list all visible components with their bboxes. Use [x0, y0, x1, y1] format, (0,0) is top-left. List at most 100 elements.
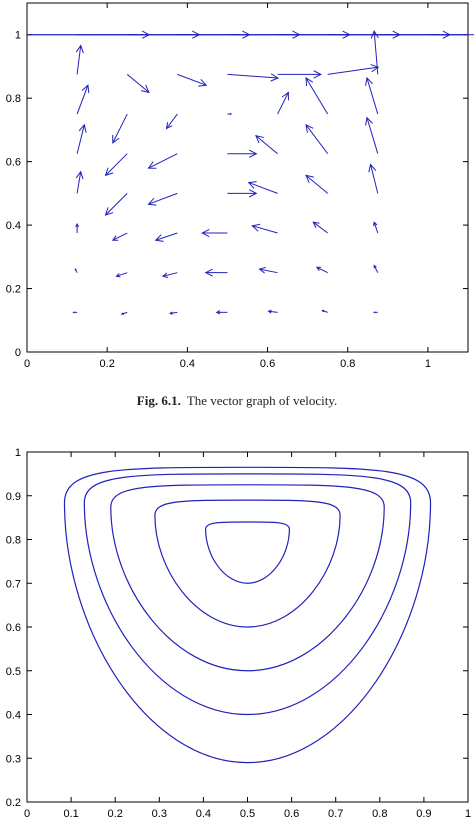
velocity-arrow-shaft — [126, 74, 150, 93]
velocity-arrow-shaft — [268, 310, 278, 313]
y-tick-label: 0.8 — [6, 535, 21, 547]
y-tick-label: 0.3 — [6, 753, 21, 765]
streamline-contour — [205, 521, 290, 584]
velocity-arrow-shaft — [112, 113, 128, 144]
velocity-arrow-head — [111, 235, 119, 241]
x-tick-label: 0.6 — [260, 358, 275, 370]
velocity-chart-axes: 0 0.2 0.4 0.6 0.8 1 0 0.2 0.4 0.6 0.8 1 — [6, 2, 469, 370]
velocity-arrow-head — [229, 113, 233, 116]
streamline-contour — [110, 484, 385, 672]
x-tick-label: 0.4 — [196, 808, 211, 820]
velocity-arrow-shaft — [170, 311, 178, 314]
velocity-arrow-head — [215, 310, 221, 315]
velocity-arrow-head — [373, 264, 377, 269]
velocity-arrow-head — [75, 222, 79, 228]
velocity-arrow-shaft — [162, 272, 178, 277]
figure-caption-label: Fig. 6.1. — [136, 393, 181, 408]
velocity-arrow-shaft — [305, 77, 329, 115]
streamline-contour — [154, 499, 341, 628]
x-tick-label: 0.2 — [100, 358, 115, 370]
velocity-arrow-head — [281, 91, 289, 101]
velocity-arrow-shaft — [255, 135, 278, 155]
velocity-arrow-head — [104, 207, 114, 216]
y-tick-label: 1 — [15, 30, 21, 42]
y-tick-label: 0.8 — [6, 93, 21, 105]
velocity-arrow-head — [75, 170, 84, 180]
velocity-arrow-head — [201, 228, 210, 238]
velocity-arrow-head — [321, 309, 325, 313]
streamline-contours — [63, 466, 432, 764]
velocity-arrow-shaft — [148, 192, 178, 205]
x-tick-label: 0.8 — [372, 808, 387, 820]
y-tick-label: 1 — [15, 447, 21, 459]
velocity-arrow-shaft — [155, 232, 178, 241]
velocity-arrow-head — [365, 76, 373, 86]
streamline-chart-axes: 0 0.1 0.2 0.3 0.4 0.5 0.6 0.7 0.8 0.9 1 0.2 0.3 0.4 0.… — [6, 447, 471, 820]
velocity-arrow-head — [248, 189, 258, 198]
x-tick-label: 1 — [465, 808, 471, 820]
streamline-contour — [83, 473, 412, 716]
velocity-arrow-head — [75, 44, 84, 54]
x-tick-label: 0.1 — [63, 808, 78, 820]
velocity-arrow-head — [370, 64, 380, 73]
velocity-arrow-shaft — [166, 113, 178, 129]
velocity-arrow-head — [365, 116, 373, 126]
streamline-contour-chart: 0 0.1 0.2 0.3 0.4 0.5 0.6 0.7 0.8 0.9 1 0.2 0.3 0.4 0.… — [6, 447, 471, 820]
velocity-arrow-shaft — [277, 92, 289, 115]
x-tick-label: 0.4 — [180, 358, 195, 370]
y-tick-label: 0.9 — [6, 491, 21, 503]
x-tick-label: 0.3 — [152, 808, 167, 820]
x-tick-label: 0.2 — [108, 808, 123, 820]
velocity-arrow-head — [147, 197, 157, 206]
x-tick-label: 0 — [24, 808, 30, 820]
velocity-arrow-shaft — [370, 164, 379, 194]
velocity-arrow-head — [74, 268, 77, 271]
velocity-arrow-head — [258, 266, 266, 274]
velocity-arrow-shaft — [76, 85, 89, 115]
velocity-arrow-head — [312, 221, 320, 229]
velocity-arrow-head — [313, 70, 322, 79]
x-tick-label: 0.8 — [340, 358, 355, 370]
velocity-arrow-head — [81, 84, 90, 94]
figure-caption-text: The vector graph of velocity. — [186, 393, 338, 408]
velocity-arrow-shaft — [112, 232, 128, 241]
velocity-arrow-head — [198, 78, 208, 87]
velocity-arrow-shaft — [305, 124, 329, 155]
x-tick-label: 0.9 — [416, 808, 431, 820]
velocity-arrow-head — [112, 134, 120, 144]
velocity-arrow-shaft — [105, 153, 128, 176]
y-tick-label: 0.7 — [6, 578, 21, 590]
velocity-arrow-head — [154, 234, 164, 242]
velocity-arrow-shaft — [373, 222, 379, 234]
velocity-arrow-shaft — [252, 225, 278, 234]
velocity-arrow-shaft — [105, 193, 128, 216]
velocity-arrow-head — [305, 123, 314, 133]
figure-caption: Fig. 6.1. The vector graph of velocity. — [0, 393, 474, 409]
velocity-arrow-shaft — [312, 221, 328, 234]
velocity-arrow-shaft — [76, 45, 82, 75]
plot-frame — [26, 2, 469, 353]
velocity-arrow-head — [169, 311, 173, 315]
velocity-arrow-head — [251, 223, 261, 232]
velocity-arrow-head — [115, 273, 121, 278]
velocity-arrow-head — [247, 181, 257, 189]
velocity-arrow-head — [120, 312, 124, 315]
velocity-arrow-head — [165, 122, 173, 130]
velocity-arrow-head — [305, 77, 314, 86]
velocity-arrow-shaft — [76, 171, 82, 194]
velocity-arrow-shaft — [259, 268, 278, 274]
velocity-arrow-head — [305, 174, 314, 183]
velocity-arrow-shaft — [148, 153, 178, 169]
velocity-arrow-shaft — [327, 66, 379, 75]
y-tick-label: 0.6 — [6, 622, 21, 634]
x-tick-label: 1 — [425, 358, 431, 370]
x-tick-label: 0.6 — [284, 808, 299, 820]
velocity-arrow-shaft — [316, 266, 328, 274]
velocity-vector-chart: 0 0.2 0.4 0.6 0.8 1 0 0.2 0.4 0.6 0.8 1 — [6, 2, 474, 370]
velocity-arrow-shaft — [373, 265, 379, 273]
velocity-arrow-shaft — [366, 117, 379, 154]
velocity-arrow-shaft — [227, 73, 279, 79]
x-tick-label: 0.5 — [240, 808, 255, 820]
velocity-vectors — [72, 29, 474, 315]
velocity-arrow-shaft — [305, 174, 329, 194]
